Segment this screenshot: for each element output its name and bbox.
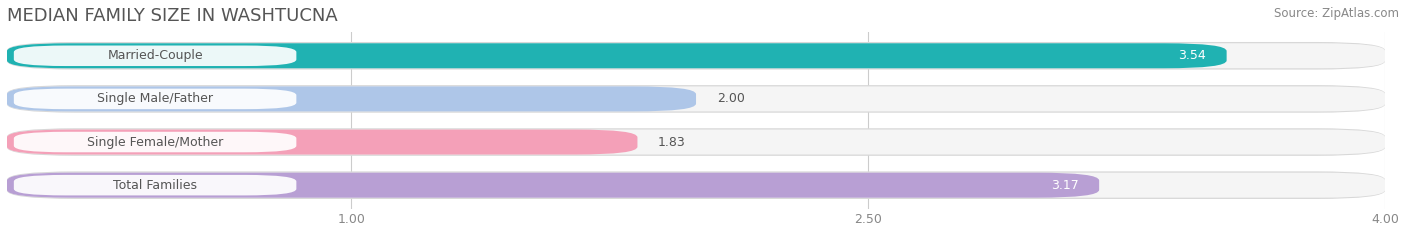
FancyBboxPatch shape: [7, 43, 1226, 68]
FancyBboxPatch shape: [7, 128, 1385, 156]
Text: 3.17: 3.17: [1050, 179, 1078, 192]
FancyBboxPatch shape: [7, 130, 1385, 154]
FancyBboxPatch shape: [7, 43, 1385, 68]
FancyBboxPatch shape: [14, 175, 297, 195]
Text: MEDIAN FAMILY SIZE IN WASHTUCNA: MEDIAN FAMILY SIZE IN WASHTUCNA: [7, 7, 337, 25]
FancyBboxPatch shape: [14, 45, 297, 66]
Text: 1.83: 1.83: [658, 136, 686, 148]
FancyBboxPatch shape: [7, 171, 1385, 199]
FancyBboxPatch shape: [7, 42, 1385, 70]
Text: Single Female/Mother: Single Female/Mother: [87, 136, 224, 148]
FancyBboxPatch shape: [7, 173, 1385, 198]
FancyBboxPatch shape: [7, 85, 1385, 113]
Text: 3.54: 3.54: [1178, 49, 1206, 62]
FancyBboxPatch shape: [14, 132, 297, 152]
FancyBboxPatch shape: [14, 89, 297, 109]
FancyBboxPatch shape: [7, 86, 696, 111]
Text: Single Male/Father: Single Male/Father: [97, 93, 214, 105]
FancyBboxPatch shape: [7, 173, 1099, 198]
Text: Total Families: Total Families: [112, 179, 197, 192]
Text: Source: ZipAtlas.com: Source: ZipAtlas.com: [1274, 7, 1399, 20]
FancyBboxPatch shape: [7, 130, 637, 154]
Text: Married-Couple: Married-Couple: [107, 49, 202, 62]
Text: 2.00: 2.00: [717, 93, 745, 105]
FancyBboxPatch shape: [7, 86, 1385, 111]
